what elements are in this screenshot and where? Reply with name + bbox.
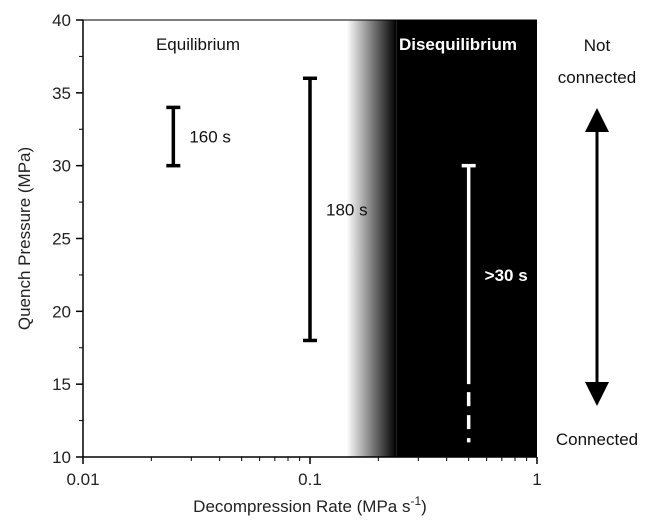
y-tick-label: 40 (52, 11, 71, 30)
x-axis-label-main: Decompression Rate (MPa s (193, 497, 410, 516)
equilibrium-label: Equilibrium (156, 35, 240, 54)
range-bar-3: >30 s (461, 163, 528, 443)
disequilibrium-gradient-band (346, 20, 397, 457)
x-axis-label-close: ) (421, 497, 427, 516)
range-bar-1: 160 s (166, 105, 231, 168)
arrow-down-head-icon (585, 382, 609, 406)
x-tick-label: 0.1 (298, 470, 322, 489)
y-tick-label: 15 (52, 375, 71, 394)
range-bar-label: 180 s (326, 200, 368, 219)
y-tick-label: 35 (52, 84, 71, 103)
range-bar-label: >30 s (485, 266, 528, 285)
x-axis-label-superscript: -1 (410, 494, 421, 508)
connected-label: Connected (556, 430, 638, 449)
y-tick-label: 10 (52, 448, 71, 467)
y-tick-label: 25 (52, 230, 71, 249)
y-tick-label: 20 (52, 302, 71, 321)
y-tick-label: 30 (52, 157, 71, 176)
y-axis-label: Quench Pressure (MPa) (15, 147, 34, 330)
range-bar-label: 160 s (189, 128, 231, 147)
ranges-layer: 160 s 180 s >30 s (166, 76, 528, 443)
arrow-up-head-icon (585, 108, 609, 132)
annotations-layer: Equilibrium Disequilibrium Not connected Con… (156, 35, 638, 449)
axes-layer: 0.01 0.1 1 10 15 20 25 30 35 40 Decompression Rate… (15, 11, 542, 516)
not-connected-label-line2: connected (558, 68, 636, 87)
disequilibrium-region (396, 20, 537, 457)
regions-layer (346, 20, 537, 457)
x-tick-label: 1 (532, 470, 541, 489)
x-tick-label: 0.01 (66, 470, 99, 489)
disequilibrium-label: Disequilibrium (399, 35, 517, 54)
range-bar-2: 180 s (303, 76, 368, 343)
not-connected-label-line1: Not (584, 36, 611, 55)
x-axis-label: Decompression Rate (MPa s-1) (193, 494, 427, 516)
